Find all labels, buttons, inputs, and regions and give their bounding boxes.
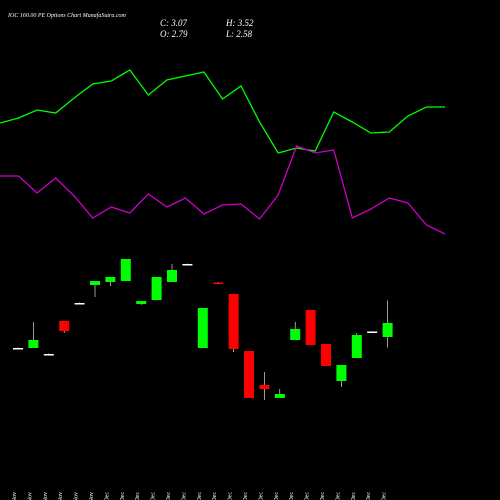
candle-body — [90, 281, 100, 285]
x-tick-label: 10 Dec — [212, 492, 218, 500]
candle-body — [136, 301, 147, 304]
x-tick-label: 12 Dec — [243, 492, 249, 500]
x-tick-label: 28 Nov — [89, 492, 95, 500]
candle-body — [59, 321, 70, 331]
open-label: O: 2.79 — [160, 29, 188, 39]
candle-body — [28, 340, 39, 348]
x-tick-label: 08 Dec — [181, 492, 187, 500]
x-tick-label: 27 Nov — [74, 492, 80, 500]
candle-body — [382, 323, 393, 337]
x-tick-label: 16 Dec — [274, 492, 280, 500]
candle-body — [120, 259, 131, 281]
candle-body — [228, 294, 239, 349]
close-label: C: 3.07 — [160, 18, 188, 28]
x-tick-label: 23 Dec — [351, 492, 357, 500]
x-tick-label: 26 Dec — [382, 492, 388, 500]
x-tick-label: 17 Dec — [289, 492, 295, 500]
x-tick-label: 03 Dec — [135, 492, 141, 500]
candle-body — [105, 277, 116, 282]
candle-body — [259, 385, 270, 389]
candle-body — [167, 270, 177, 282]
x-tick-label: 11 Dec — [228, 492, 234, 500]
candle-body — [13, 348, 23, 350]
x-tick-label: 04 Dec — [151, 492, 157, 500]
candle-body — [321, 344, 331, 366]
candle-body — [367, 331, 378, 333]
x-tick-label: 22 Dec — [335, 492, 341, 500]
x-tick-label: 20 Nov — [12, 492, 18, 500]
candle-body — [213, 282, 224, 284]
candle-body — [290, 329, 301, 340]
x-tick-label: 19 Dec — [320, 492, 326, 500]
x-tick-label: 05 Dec — [166, 492, 172, 500]
x-tick-label: 24 Dec — [366, 492, 372, 500]
x-tick-label: 21 Nov — [27, 492, 33, 500]
x-tick-label: 01 Dec — [104, 492, 110, 500]
candle-body — [351, 335, 362, 358]
candle-body — [74, 303, 85, 305]
chart-title: IOC 160.00 PE Options Chart MunafaSutra.… — [7, 12, 126, 19]
high-label: H: 3.52 — [225, 18, 254, 28]
candle-body — [43, 354, 54, 356]
x-tick-label: 15 Dec — [258, 492, 264, 500]
x-tick-label: 26 Nov — [58, 492, 64, 500]
candle-body — [274, 394, 285, 398]
indicator-line — [0, 69, 445, 154]
candle-body — [151, 277, 162, 300]
x-tick-label: 09 Dec — [197, 492, 203, 500]
low-label: L: 2.58 — [225, 29, 253, 39]
candle-body — [197, 308, 208, 348]
candle-body — [244, 351, 254, 398]
candle-body — [305, 310, 316, 345]
candle-body — [182, 264, 193, 266]
candle-body — [336, 365, 347, 381]
indicator-line — [0, 145, 446, 235]
x-tick-label: 02 Dec — [120, 492, 126, 500]
x-tick-label: 18 Dec — [305, 492, 311, 500]
x-tick-label: 24 Nov — [43, 492, 49, 500]
